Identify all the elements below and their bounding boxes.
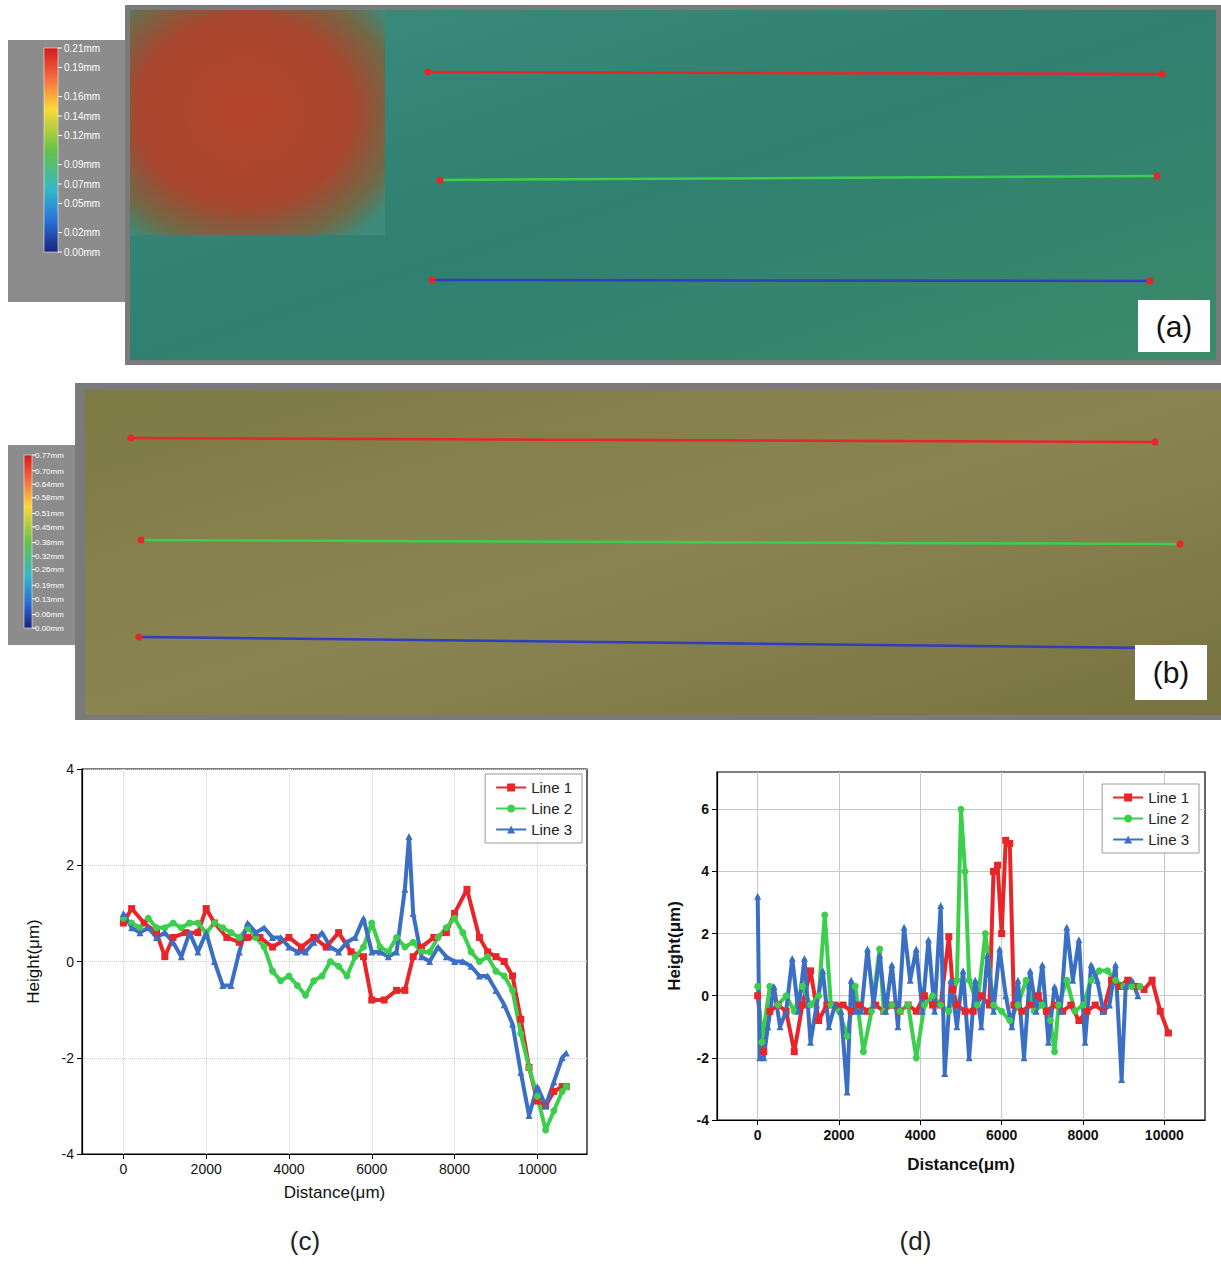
svg-text:0.51mm: 0.51mm bbox=[35, 509, 64, 518]
svg-text:0: 0 bbox=[119, 1161, 127, 1177]
svg-text:0: 0 bbox=[701, 988, 709, 1004]
svg-text:0.58mm: 0.58mm bbox=[35, 493, 64, 502]
svg-text:4: 4 bbox=[701, 863, 709, 879]
svg-text:-4: -4 bbox=[697, 1112, 710, 1128]
svg-text:(b): (b) bbox=[1153, 656, 1190, 689]
svg-text:4: 4 bbox=[66, 761, 74, 777]
svg-text:Distance(μm): Distance(μm) bbox=[284, 1183, 385, 1202]
svg-text:0.09mm: 0.09mm bbox=[64, 159, 100, 170]
svg-text:4000: 4000 bbox=[273, 1161, 304, 1177]
svg-text:2: 2 bbox=[701, 926, 709, 942]
svg-text:0.21mm: 0.21mm bbox=[64, 43, 100, 54]
svg-text:2: 2 bbox=[66, 857, 74, 873]
svg-text:0.32mm: 0.32mm bbox=[35, 552, 64, 561]
svg-text:8000: 8000 bbox=[1067, 1127, 1098, 1143]
svg-text:0.14mm: 0.14mm bbox=[64, 111, 100, 122]
svg-text:0.45mm: 0.45mm bbox=[35, 523, 64, 532]
svg-text:Line 3: Line 3 bbox=[531, 821, 572, 838]
svg-text:-2: -2 bbox=[62, 1050, 75, 1066]
svg-text:0.38mm: 0.38mm bbox=[35, 538, 64, 547]
svg-text:0.00mm: 0.00mm bbox=[35, 624, 64, 633]
svg-text:0.77mm: 0.77mm bbox=[35, 451, 64, 460]
svg-text:6000: 6000 bbox=[356, 1161, 387, 1177]
html-text:(d): (d) bbox=[899, 1226, 932, 1256]
svg-text:Line 3: Line 3 bbox=[1148, 831, 1189, 848]
svg-text:Line 1: Line 1 bbox=[531, 779, 572, 796]
svg-text:Distance(μm): Distance(μm) bbox=[907, 1155, 1015, 1174]
svg-text:0.13mm: 0.13mm bbox=[35, 595, 64, 604]
svg-text:0.05mm: 0.05mm bbox=[64, 198, 100, 209]
svg-text:4000: 4000 bbox=[905, 1127, 936, 1143]
svg-text:Line 2: Line 2 bbox=[531, 800, 572, 817]
svg-text:Line 1: Line 1 bbox=[1148, 789, 1189, 806]
svg-text:0.00mm: 0.00mm bbox=[64, 247, 100, 258]
svg-text:0.19mm: 0.19mm bbox=[35, 581, 64, 590]
svg-text:0.19mm: 0.19mm bbox=[64, 62, 100, 73]
svg-text:Height(μm): Height(μm) bbox=[24, 919, 43, 1003]
svg-text:2000: 2000 bbox=[191, 1161, 222, 1177]
svg-text:6000: 6000 bbox=[986, 1127, 1017, 1143]
svg-text:0.06mm: 0.06mm bbox=[35, 610, 64, 619]
svg-text:0.07mm: 0.07mm bbox=[64, 179, 100, 190]
svg-text:-2: -2 bbox=[697, 1050, 710, 1066]
svg-text:8000: 8000 bbox=[439, 1161, 470, 1177]
svg-text:0.64mm: 0.64mm bbox=[35, 480, 64, 489]
svg-text:10000: 10000 bbox=[1145, 1127, 1184, 1143]
svg-text:(a): (a) bbox=[1156, 310, 1193, 343]
svg-text:Line 2: Line 2 bbox=[1148, 810, 1189, 827]
svg-text:0: 0 bbox=[66, 954, 74, 970]
svg-text:0.26mm: 0.26mm bbox=[35, 565, 64, 574]
svg-text:2000: 2000 bbox=[823, 1127, 854, 1143]
svg-text:0: 0 bbox=[754, 1127, 762, 1143]
svg-text:6: 6 bbox=[701, 801, 709, 817]
svg-text:10000: 10000 bbox=[518, 1161, 557, 1177]
svg-text:0.02mm: 0.02mm bbox=[64, 227, 100, 238]
svg-text:0.16mm: 0.16mm bbox=[64, 91, 100, 102]
svg-text:-4: -4 bbox=[62, 1146, 75, 1162]
svg-text:Height(μm): Height(μm) bbox=[665, 901, 684, 991]
html-text:(c): (c) bbox=[289, 1226, 321, 1256]
svg-text:0.70mm: 0.70mm bbox=[35, 467, 64, 476]
svg-text:0.12mm: 0.12mm bbox=[64, 130, 100, 141]
